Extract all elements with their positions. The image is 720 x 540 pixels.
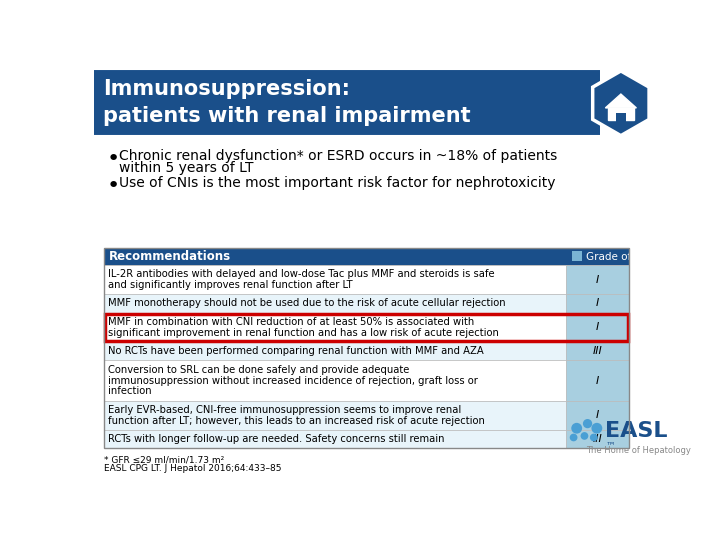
FancyBboxPatch shape <box>566 265 629 294</box>
FancyBboxPatch shape <box>608 108 634 120</box>
Text: I: I <box>595 410 599 420</box>
Text: I: I <box>595 322 599 332</box>
FancyBboxPatch shape <box>104 430 566 448</box>
FancyBboxPatch shape <box>566 294 629 313</box>
Text: III: III <box>593 434 602 444</box>
Circle shape <box>583 419 592 428</box>
Text: •: • <box>107 177 120 197</box>
Text: Use of CNIs is the most important risk factor for nephrotoxicity: Use of CNIs is the most important risk f… <box>120 177 556 191</box>
FancyBboxPatch shape <box>566 342 629 361</box>
FancyBboxPatch shape <box>104 401 566 430</box>
Text: * GFR ≤29 ml/min/1.73 m²: * GFR ≤29 ml/min/1.73 m² <box>104 456 224 465</box>
FancyBboxPatch shape <box>566 313 629 342</box>
Text: Conversion to SRL can be done safely and provide adequate: Conversion to SRL can be done safely and… <box>108 364 409 375</box>
Text: III: III <box>593 346 602 356</box>
FancyBboxPatch shape <box>104 248 629 265</box>
Text: Early EVR-based, CNI-free immunosuppression seems to improve renal: Early EVR-based, CNI-free immunosuppress… <box>108 405 461 415</box>
Circle shape <box>591 423 602 434</box>
Text: significant improvement in renal function and has a low risk of acute rejection: significant improvement in renal functio… <box>108 328 499 338</box>
Circle shape <box>570 434 577 441</box>
Text: ™: ™ <box>606 441 615 450</box>
FancyBboxPatch shape <box>104 294 566 313</box>
Text: MMF in combination with CNI reduction of at least 50% is associated with: MMF in combination with CNI reduction of… <box>108 317 474 327</box>
Circle shape <box>590 434 598 441</box>
Text: I: I <box>595 375 599 386</box>
Text: within 5 years of LT: within 5 years of LT <box>120 161 254 175</box>
Text: Immunosuppression:: Immunosuppression: <box>103 79 350 99</box>
Text: EASL CPG LT. J Hepatol 2016;64:433–85: EASL CPG LT. J Hepatol 2016;64:433–85 <box>104 464 282 474</box>
FancyBboxPatch shape <box>566 430 629 448</box>
Text: I: I <box>595 299 599 308</box>
Text: and significantly improves renal function after LT: and significantly improves renal functio… <box>108 280 353 290</box>
Text: No RCTs have been performed comparing renal function with MMF and AZA: No RCTs have been performed comparing re… <box>108 346 484 356</box>
FancyBboxPatch shape <box>566 361 629 401</box>
Circle shape <box>571 423 582 434</box>
Text: •: • <box>107 148 120 168</box>
Text: IL-2R antibodies with delayed and low-dose Tac plus MMF and steroids is safe: IL-2R antibodies with delayed and low-do… <box>108 269 495 279</box>
Polygon shape <box>606 94 636 108</box>
FancyBboxPatch shape <box>104 265 566 294</box>
Text: immunosuppression without increased incidence of rejection, graft loss or: immunosuppression without increased inci… <box>108 375 477 386</box>
FancyBboxPatch shape <box>104 342 566 361</box>
Text: I: I <box>595 275 599 285</box>
Text: infection: infection <box>108 386 151 396</box>
FancyBboxPatch shape <box>616 112 626 123</box>
FancyBboxPatch shape <box>572 251 582 261</box>
FancyBboxPatch shape <box>94 69 600 137</box>
Circle shape <box>580 432 588 440</box>
Polygon shape <box>593 71 649 136</box>
FancyBboxPatch shape <box>566 401 629 430</box>
Text: patients with renal impairment: patients with renal impairment <box>103 106 471 126</box>
Text: Chronic renal dysfunction* or ESRD occurs in ~18% of patients: Chronic renal dysfunction* or ESRD occur… <box>120 148 558 163</box>
Text: MMF monotherapy should not be used due to the risk of acute cellular rejection: MMF monotherapy should not be used due t… <box>108 299 505 308</box>
Text: Recommendations: Recommendations <box>109 250 230 263</box>
Text: Grade of recommendation: Grade of recommendation <box>586 252 720 261</box>
Text: EASL: EASL <box>606 421 668 441</box>
FancyBboxPatch shape <box>104 361 566 401</box>
Text: The Home of Hepatology: The Home of Hepatology <box>586 446 691 455</box>
Text: function after LT; however, this leads to an increased risk of acute rejection: function after LT; however, this leads t… <box>108 416 485 426</box>
FancyBboxPatch shape <box>104 313 566 342</box>
Text: RCTs with longer follow-up are needed. Safety concerns still remain: RCTs with longer follow-up are needed. S… <box>108 434 444 444</box>
